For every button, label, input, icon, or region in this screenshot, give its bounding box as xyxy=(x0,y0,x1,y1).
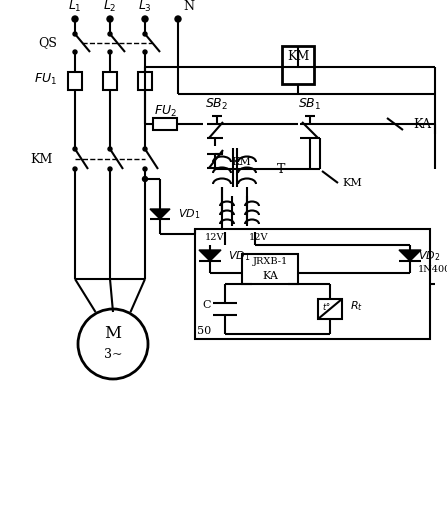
Text: C: C xyxy=(202,300,211,310)
Text: KM: KM xyxy=(287,49,309,63)
Bar xyxy=(103,71,117,90)
Bar xyxy=(138,71,152,90)
Circle shape xyxy=(143,177,148,182)
Circle shape xyxy=(142,16,148,22)
Text: $R_t$: $R_t$ xyxy=(350,299,363,313)
Bar xyxy=(282,46,314,84)
Text: KM: KM xyxy=(231,157,251,167)
Circle shape xyxy=(143,147,147,151)
Text: $VD_1$: $VD_1$ xyxy=(228,249,250,263)
Text: $SB_1$: $SB_1$ xyxy=(299,96,322,111)
Text: KM: KM xyxy=(31,153,53,165)
Text: $L_3$: $L_3$ xyxy=(138,0,152,14)
Text: $t°$: $t°$ xyxy=(322,300,330,312)
Circle shape xyxy=(108,167,112,171)
Text: T: T xyxy=(277,162,285,176)
Bar xyxy=(153,118,177,130)
Text: KA: KA xyxy=(413,118,431,130)
Text: $L_1$: $L_1$ xyxy=(68,0,82,14)
Circle shape xyxy=(73,32,77,36)
Text: $SB_2$: $SB_2$ xyxy=(206,96,228,111)
Circle shape xyxy=(108,50,112,54)
Circle shape xyxy=(73,147,77,151)
Text: 12V: 12V xyxy=(204,233,224,241)
Text: 3~: 3~ xyxy=(104,349,122,361)
Text: M: M xyxy=(105,325,122,343)
Circle shape xyxy=(108,147,112,151)
Circle shape xyxy=(143,50,147,54)
Polygon shape xyxy=(199,250,221,261)
Polygon shape xyxy=(150,209,170,219)
Circle shape xyxy=(143,167,147,171)
Bar xyxy=(242,254,298,284)
Text: N: N xyxy=(183,0,194,13)
Circle shape xyxy=(72,16,78,22)
Bar xyxy=(68,71,82,90)
Text: 50: 50 xyxy=(197,326,211,336)
Circle shape xyxy=(107,16,113,22)
Bar xyxy=(318,299,342,319)
Text: QS: QS xyxy=(38,37,57,49)
Text: $L_2$: $L_2$ xyxy=(103,0,117,14)
Circle shape xyxy=(73,50,77,54)
Polygon shape xyxy=(399,250,421,261)
Circle shape xyxy=(108,32,112,36)
Text: $FU_1$: $FU_1$ xyxy=(34,71,57,87)
Text: $VD_1$: $VD_1$ xyxy=(178,207,200,221)
Text: JRXB-1: JRXB-1 xyxy=(253,258,287,267)
Bar xyxy=(195,229,430,339)
Text: $VD_2$: $VD_2$ xyxy=(418,249,440,263)
Text: 12V: 12V xyxy=(249,233,269,241)
Text: $FU_2$: $FU_2$ xyxy=(153,103,177,119)
Text: KA: KA xyxy=(262,271,278,281)
Circle shape xyxy=(175,16,181,22)
Circle shape xyxy=(143,32,147,36)
Text: 1N4001×2: 1N4001×2 xyxy=(418,265,447,273)
Circle shape xyxy=(73,167,77,171)
Text: KM: KM xyxy=(342,178,362,188)
